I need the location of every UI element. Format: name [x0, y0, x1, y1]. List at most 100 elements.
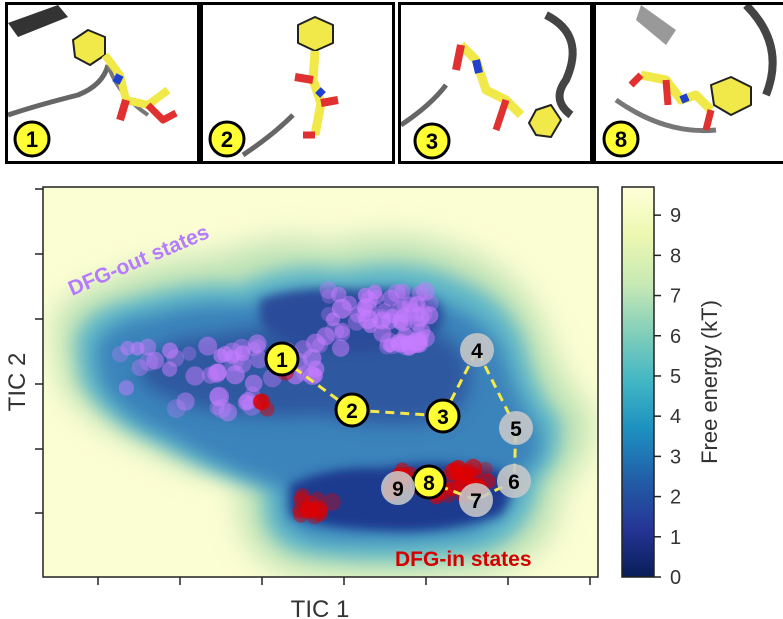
structure-illustration-8 [614, 5, 777, 134]
dfg-in-point [293, 507, 309, 523]
colorbar-tick-label: 3 [670, 446, 681, 468]
state-marker-label: 6 [508, 471, 520, 494]
state-marker-circle [497, 464, 531, 498]
state-marker-circle [425, 398, 461, 434]
structure-panel-8: 8 [593, 2, 783, 164]
colorbar-tick-label: 1 [670, 527, 681, 549]
dfg-out-point [209, 386, 230, 407]
dfg-out-point [146, 351, 164, 370]
dfg-out-point [225, 349, 240, 365]
dfg-out-point [358, 309, 379, 330]
dfg-out-point [394, 283, 411, 300]
state-marker-circle [499, 411, 533, 445]
x-axis-ticks [97, 577, 591, 585]
dfg-out-point [302, 348, 322, 368]
structure-illustration-1 [8, 5, 178, 124]
dfg-in-point [448, 462, 464, 478]
state-marker-circle [460, 333, 494, 367]
colorbar-tick-label: 0 [670, 567, 681, 589]
state-markers: 1 2 3 4 5 6 7 89 [264, 333, 533, 517]
dfg-out-point [385, 308, 400, 323]
dfg-out-point [331, 298, 352, 319]
dfg-out-point [225, 365, 245, 385]
state-marker-label: 4 [471, 340, 483, 363]
panel-badge-8: 8 [602, 120, 640, 158]
dfg-out-point [162, 342, 179, 359]
dfg-out-point [387, 284, 406, 303]
state-marker-label: 5 [510, 418, 522, 441]
state-marker-circle [381, 471, 415, 505]
dfg-out-point [201, 366, 220, 384]
panel-badge-label: 8 [615, 127, 627, 152]
y-axis-ticks [35, 188, 43, 514]
structure-panel-1: 1 [5, 2, 200, 164]
dfg-in-point [294, 488, 311, 505]
state-marker-label: 8 [423, 472, 435, 495]
state-marker-label: 7 [470, 490, 482, 513]
y-axis-label: TIC 2 [4, 353, 31, 412]
dfg-out-point [250, 339, 266, 355]
dfg-out-point [416, 329, 435, 348]
state-marker-label: 2 [346, 400, 358, 423]
state-marker-circle [459, 483, 493, 517]
dfg-out-point [185, 366, 205, 386]
panel-badge-1: 1 [13, 120, 51, 158]
state-marker-label: 9 [392, 478, 404, 501]
state-marker-circle [334, 392, 370, 428]
state-marker-3: 3 [425, 398, 461, 434]
dfg-out-point [198, 336, 218, 356]
panel-badge-label: 3 [426, 129, 438, 154]
dfg-out-point [420, 306, 439, 325]
state-marker-1: 1 [264, 341, 300, 377]
dfg-in-annotation: DFG-in states [395, 548, 532, 571]
colorbar-tick-label: 2 [670, 487, 681, 509]
state-marker-9: 9 [381, 471, 415, 505]
dfg-in-point [292, 502, 309, 519]
structure-illustration-3 [401, 11, 577, 138]
structure-panel-3: 3 [398, 2, 593, 164]
colorbar-tick-label: 4 [670, 406, 681, 428]
dfg-in-point [464, 458, 483, 477]
colorbar-tick-label: 9 [670, 205, 681, 227]
plot-frame [42, 186, 599, 578]
dfg-out-point [396, 307, 412, 323]
state-marker-label: 3 [437, 406, 449, 429]
dfg-in-point [444, 462, 463, 481]
panel-badge-label: 1 [26, 127, 38, 152]
colorbar-tick-label: 8 [670, 245, 681, 267]
dfg-out-point [408, 295, 426, 313]
dfg-out-point [130, 341, 145, 356]
dfg-out-point [390, 333, 410, 353]
state-marker-circle [264, 341, 300, 377]
dfg-out-point [209, 363, 227, 382]
dfg-out-point [176, 392, 195, 411]
colorbar-tick-label: 6 [670, 326, 681, 348]
dfg-out-point [378, 339, 395, 355]
dfg-out-point [357, 287, 374, 304]
dfg-out-point [248, 334, 267, 353]
dfg-out-point [303, 366, 322, 385]
state-marker-7: 7 [459, 483, 493, 517]
dfg-in-point [259, 401, 275, 417]
dfg-out-point [213, 348, 229, 364]
dfg-out-point-cloud [111, 281, 439, 422]
dfg-out-point [324, 321, 345, 341]
dfg-out-point [166, 399, 186, 418]
dfg-out-point [382, 289, 400, 307]
dfg-out-point [182, 346, 197, 361]
dfg-out-point [331, 339, 350, 357]
panel-badge-3: 3 [413, 122, 451, 160]
colorbar: 0 1 2 3 4 5 6 7 8 9 Free energy (kT) [621, 186, 722, 589]
heatmap-area [43, 187, 598, 577]
dfg-in-point [310, 503, 329, 522]
dfg-out-point [334, 325, 351, 342]
dfg-out-point [161, 361, 178, 377]
dfg-out-point [118, 380, 135, 396]
state-marker-4: 4 [460, 333, 494, 367]
dfg-out-point [250, 350, 268, 369]
dfg-out-point [334, 322, 350, 339]
dfg-out-point [232, 338, 252, 358]
dfg-in-point [293, 491, 310, 508]
